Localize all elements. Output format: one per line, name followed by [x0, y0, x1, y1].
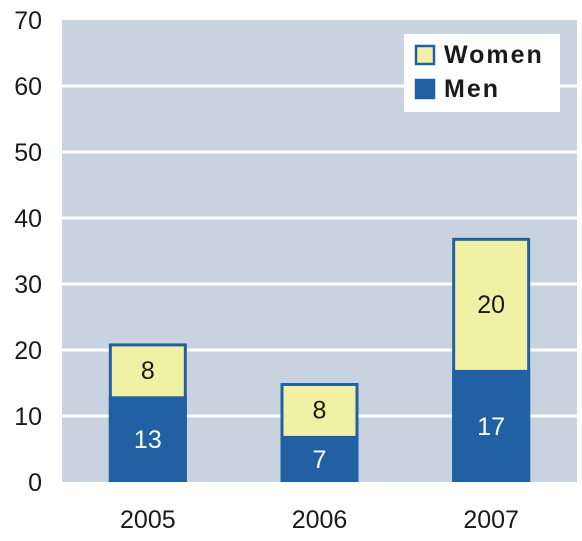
bar-outline: [452, 237, 531, 482]
data-label-men: 7: [313, 446, 327, 474]
data-label-women: 8: [313, 396, 327, 424]
y-tick-label: 70: [14, 7, 42, 35]
x-axis-tick-labels: 2005 2006 2007: [120, 506, 519, 534]
data-label-women: 8: [141, 357, 155, 385]
legend-swatch-women: [414, 44, 436, 66]
y-tick-label: 0: [28, 469, 42, 497]
bar-segment-men: [452, 369, 531, 482]
y-tick-label: 40: [14, 205, 42, 233]
bar-outline: [108, 343, 187, 482]
y-tick-label: 10: [14, 403, 42, 431]
legend-label-women: Women: [444, 41, 544, 69]
data-label-women: 20: [477, 291, 505, 319]
bar-outline: [280, 383, 359, 482]
y-axis-tick-labels: 0 10 20 30 40 50 60 70: [14, 7, 42, 497]
y-tick-label: 50: [14, 139, 42, 167]
bar-segment-women: [280, 383, 359, 436]
bar-segment-women: [452, 237, 531, 370]
y-tick-label: 60: [14, 73, 42, 101]
data-label-men: 13: [134, 426, 162, 454]
bars: 13 8 7 8 17 20: [108, 237, 531, 482]
bar-segment-women: [108, 343, 187, 397]
legend: Women Men: [404, 34, 560, 112]
y-tick-label: 20: [14, 337, 42, 365]
legend-label-men: Men: [444, 75, 500, 103]
x-tick-label: 2005: [120, 506, 176, 534]
legend-swatch-men: [414, 78, 436, 100]
x-tick-label: 2006: [292, 506, 348, 534]
data-label-men: 17: [477, 413, 505, 441]
bar-segment-men: [280, 435, 359, 482]
bar-segment-men: [108, 396, 187, 482]
y-tick-label: 30: [14, 271, 42, 299]
x-tick-label: 2007: [463, 506, 519, 534]
